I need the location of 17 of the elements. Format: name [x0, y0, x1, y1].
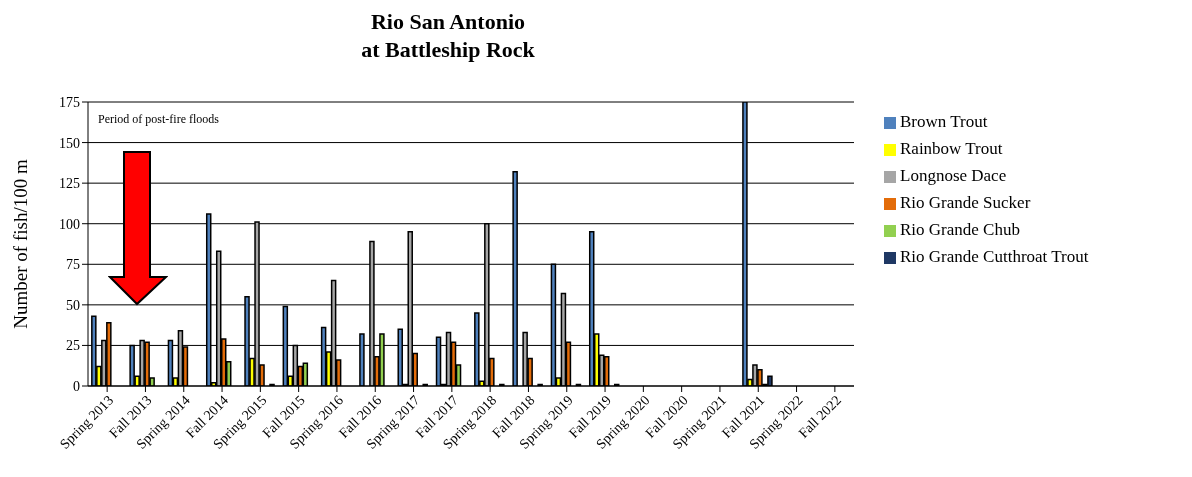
y-tick-label: 0	[73, 378, 80, 394]
chart-title: Rio San Antonio at Battleship Rock	[360, 8, 536, 64]
legend-label: Rio Grande Chub	[900, 220, 1020, 239]
y-tick-label: 50	[66, 297, 80, 313]
y-tick-label: 75	[66, 257, 80, 273]
y-axis-title: Number of fish/100 m	[9, 159, 31, 329]
y-tick-label: 175	[59, 94, 80, 110]
y-tick-label: 125	[59, 176, 80, 192]
legend-label: Longnose Dace	[900, 166, 1007, 185]
y-tick-label: 25	[66, 338, 80, 354]
y-tick-label: 100	[59, 216, 80, 232]
annotation: Period of post-fire floods	[98, 111, 220, 127]
legend-label: Rio Grande Sucker	[900, 193, 1031, 212]
legend-label: Rainbow Trout	[900, 139, 1003, 158]
legend-label: Brown Trout	[900, 112, 988, 131]
y-tick-label: 150	[59, 135, 80, 151]
legend-label: Rio Grande Cutthroat Trout	[900, 247, 1089, 266]
